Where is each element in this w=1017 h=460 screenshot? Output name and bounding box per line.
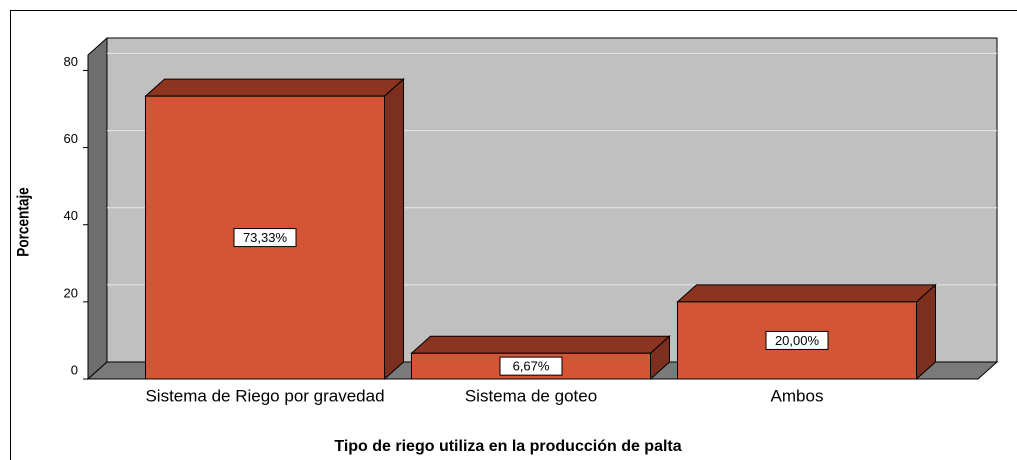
y-tick-label: 40 — [64, 208, 78, 223]
bar-group: 6,67% — [410, 335, 671, 381]
value-label-box — [765, 330, 829, 350]
value-label: 20,00% — [775, 333, 820, 348]
x-axis-label: Tipo de riego utiliza en la producción d… — [334, 438, 681, 455]
y-tick-label: 0 — [71, 362, 78, 377]
y-tick-label: 20 — [64, 285, 78, 300]
y-tick-label: 80 — [64, 54, 78, 69]
bar-group: 20,00% — [676, 283, 937, 381]
left-wall — [87, 36, 108, 381]
bar-group: 73,33% — [144, 78, 405, 381]
value-label-box — [233, 228, 297, 248]
bar-side — [916, 283, 936, 381]
value-label-box — [499, 356, 563, 376]
value-label: 73,33% — [243, 230, 288, 245]
x-tick-label: Ambos — [771, 386, 824, 405]
y-tick-label: 60 — [64, 131, 78, 146]
x-tick-label: Sistema de Riego por gravedad — [145, 386, 384, 405]
bar-top — [410, 335, 671, 354]
bar-top — [676, 284, 937, 303]
x-tick-label: Sistema de goteo — [465, 386, 597, 405]
bar-side — [384, 78, 404, 381]
value-label: 6,67% — [513, 359, 550, 374]
bar-top — [144, 78, 405, 97]
y-axis-label: Porcentaje — [14, 187, 33, 257]
